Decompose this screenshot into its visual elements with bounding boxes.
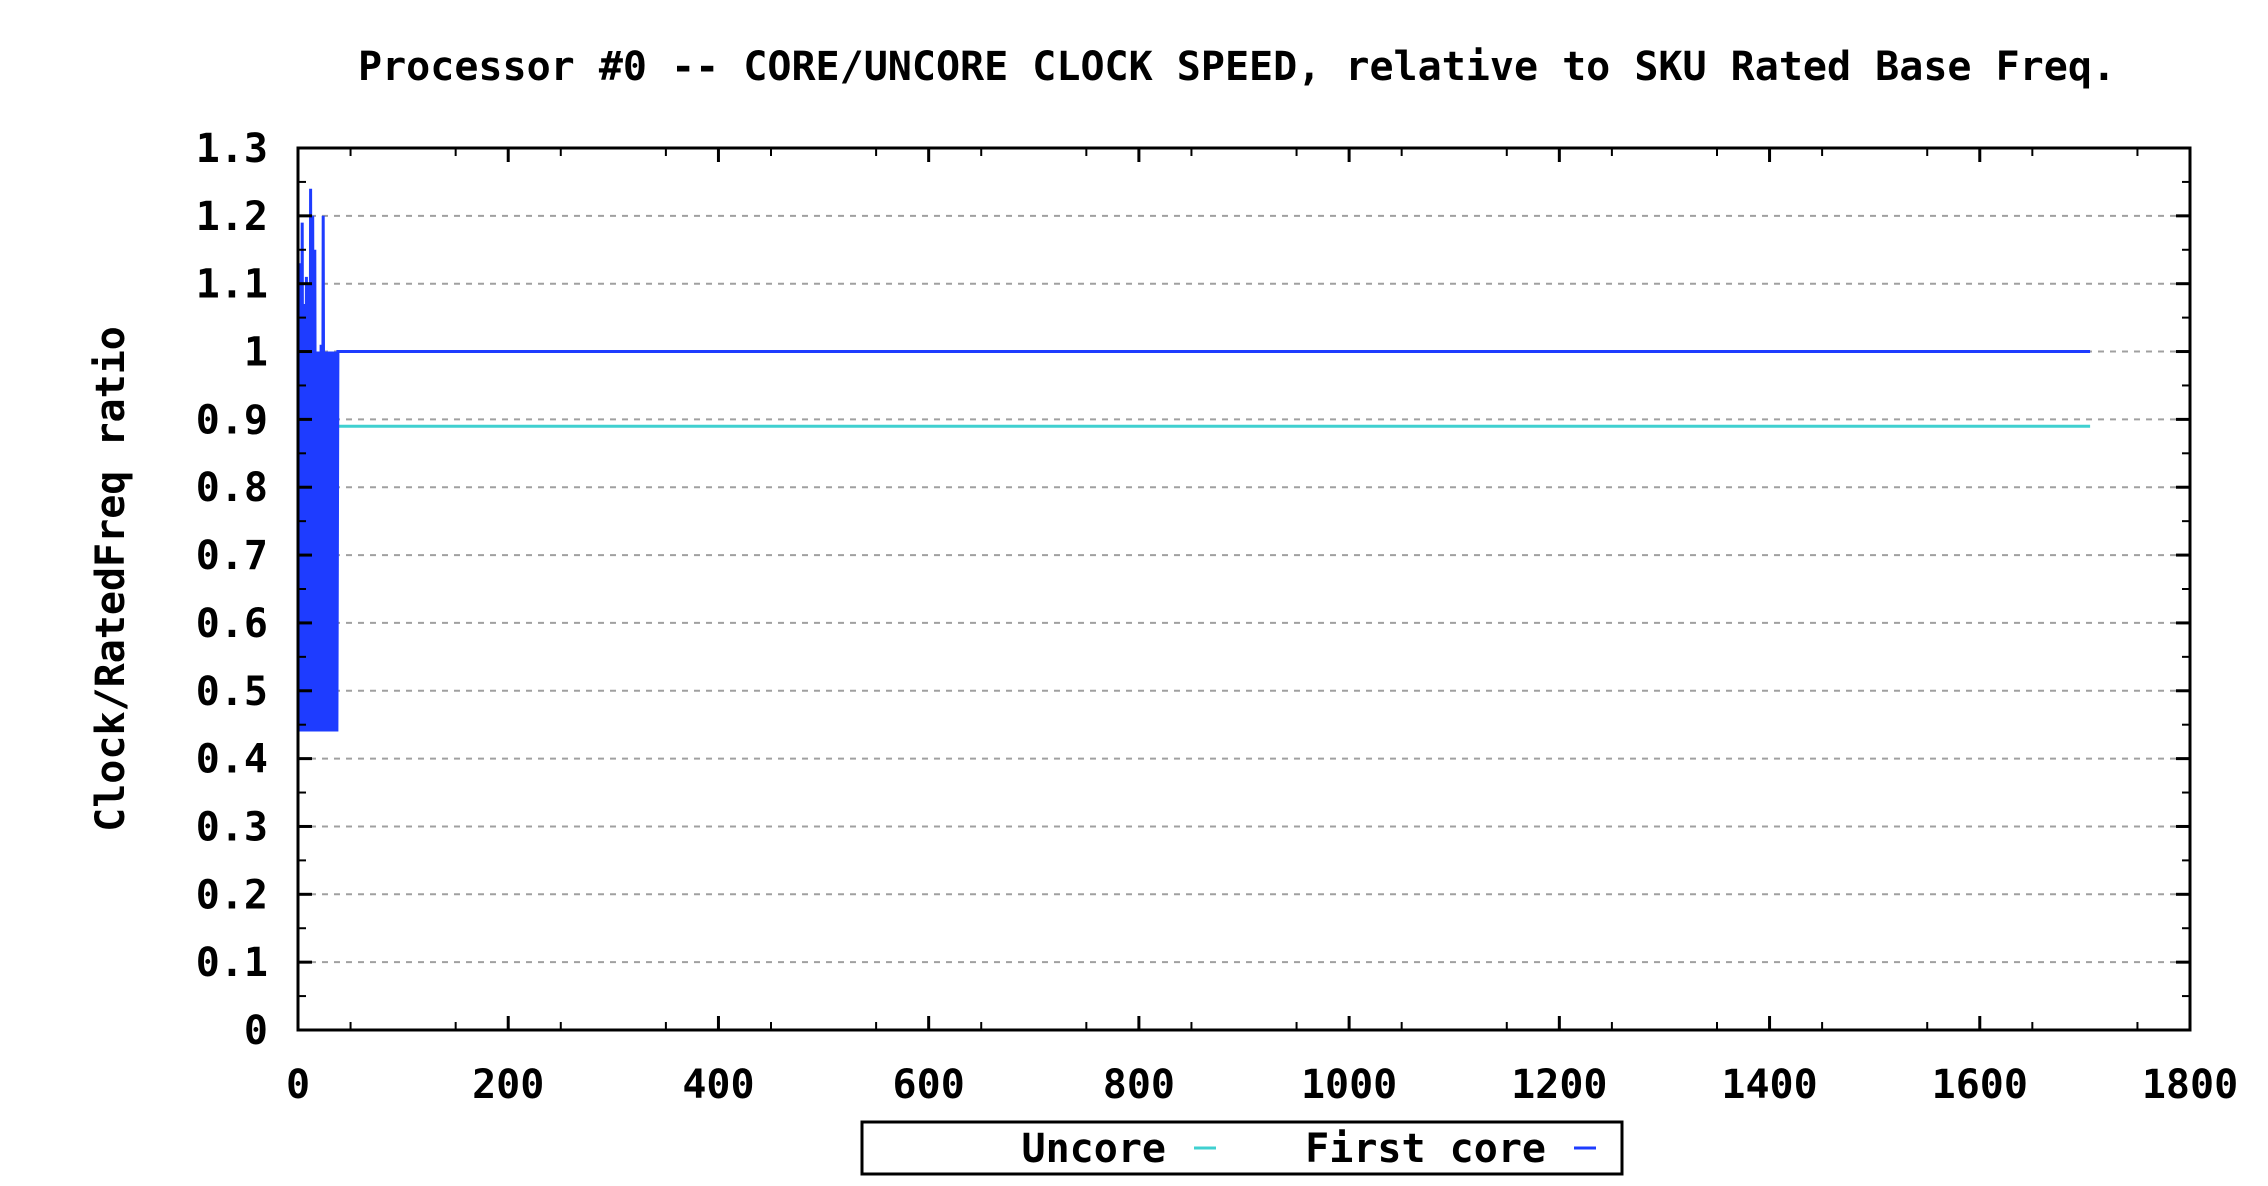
x-tick-label: 600 <box>893 1062 965 1108</box>
y-tick-label: 0.2 <box>196 872 268 918</box>
x-tick-label: 1000 <box>1301 1062 1397 1108</box>
y-tick-label: 0.5 <box>196 669 268 715</box>
y-tick-label: 1.1 <box>196 262 268 308</box>
legend-label-first-core: First core <box>1305 1126 1546 1172</box>
x-tick-label: 1600 <box>1932 1062 2028 1108</box>
x-tick-label: 200 <box>472 1062 544 1108</box>
x-tick-label: 1200 <box>1511 1062 1607 1108</box>
y-tick-label: 0.6 <box>196 601 268 647</box>
y-tick-label: 0 <box>244 1008 268 1054</box>
x-tick-label: 0 <box>286 1062 310 1108</box>
y-axis-label: Clock/RatedFreq ratio <box>88 326 134 832</box>
y-tick-label: 0.7 <box>196 533 268 579</box>
y-tick-label: 0.4 <box>196 737 268 783</box>
y-tick-label: 0.3 <box>196 804 268 850</box>
y-tick-label: 1 <box>244 330 268 376</box>
y-tick-label: 0.8 <box>196 465 268 511</box>
y-tick-label: 0.1 <box>196 940 268 986</box>
x-tick-label: 800 <box>1103 1062 1175 1108</box>
axis-ticks: 0 0.1 0.2 0.3 0.4 0.5 0.6 0.7 0.8 0.9 1 1.1 1.2 1.3 0 2… <box>196 126 2238 1108</box>
x-tick-label: 400 <box>682 1062 754 1108</box>
x-tick-label: 1400 <box>1721 1062 1817 1108</box>
x-tick-label: 1800 <box>2142 1062 2238 1108</box>
y-tick-label: 1.3 <box>196 126 268 172</box>
legend-box <box>860 1120 1624 1176</box>
y-tick-label: 1.2 <box>196 194 268 240</box>
legend: Uncore First core <box>860 1120 1624 1176</box>
chart-title: Processor #0 -- CORE/UNCORE CLOCK SPEED,… <box>358 44 2116 90</box>
y-tick-label: 0.9 <box>196 397 268 443</box>
legend-label-uncore: Uncore <box>1022 1126 1167 1172</box>
